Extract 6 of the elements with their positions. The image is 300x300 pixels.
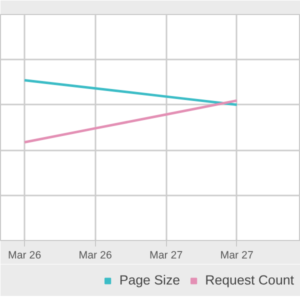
legend-label: Page Size bbox=[119, 272, 180, 288]
x-tick-label: Mar 27 bbox=[149, 250, 183, 262]
x-tick-label: Mar 26 bbox=[78, 250, 112, 262]
legend-label: Request Count bbox=[205, 272, 294, 288]
x-tick-label: Mar 26 bbox=[8, 250, 42, 262]
x-tick-label: Mar 27 bbox=[220, 250, 254, 262]
